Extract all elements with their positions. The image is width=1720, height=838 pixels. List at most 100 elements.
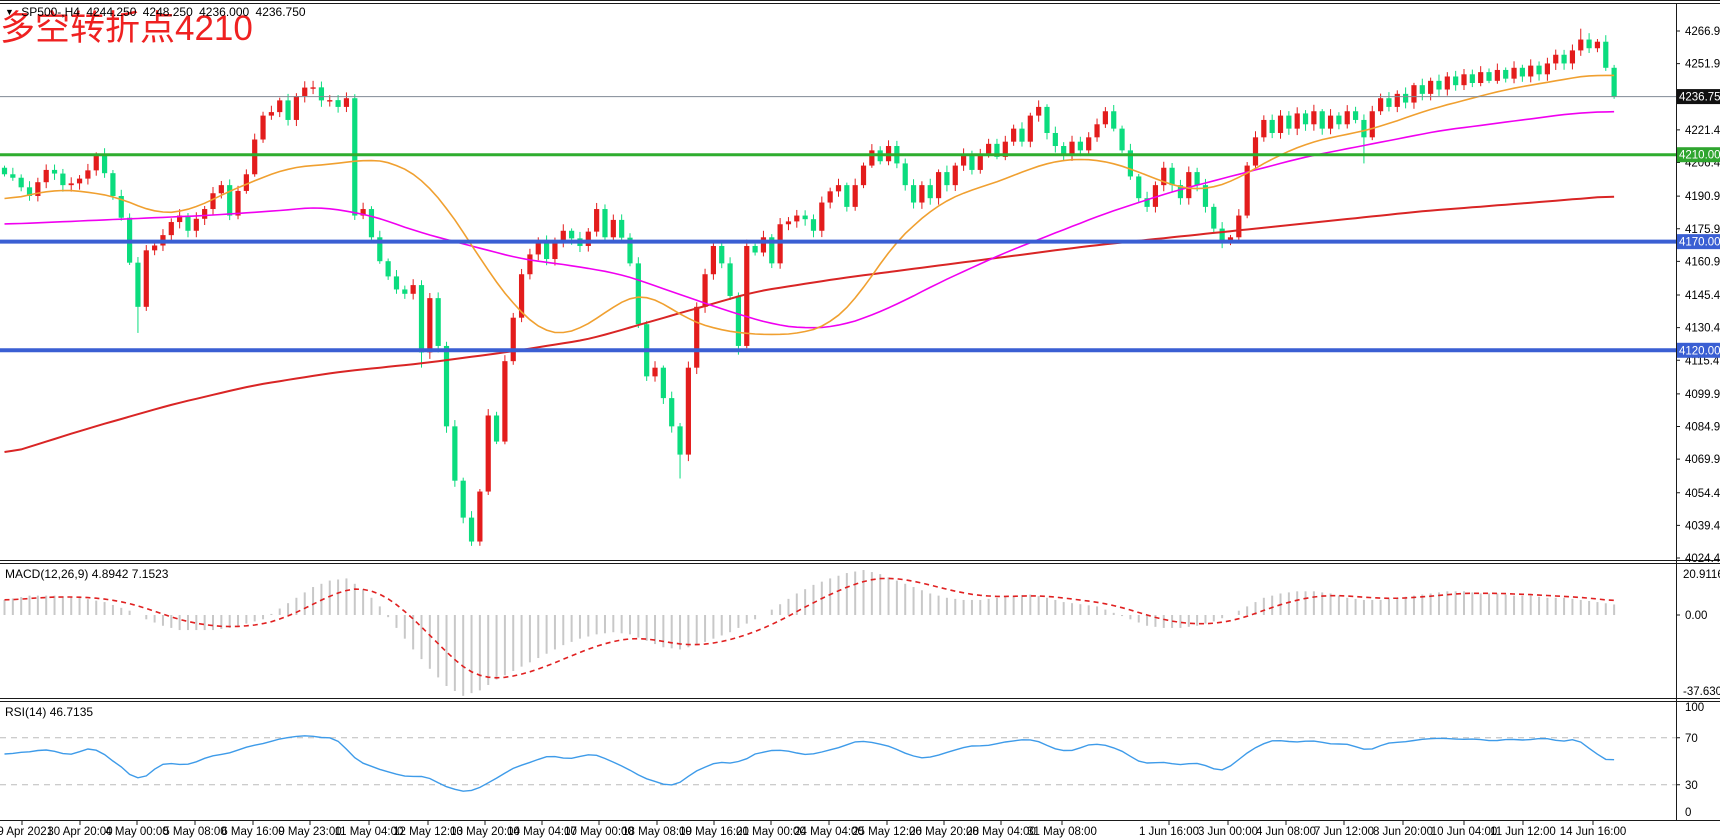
rsi-panel <box>0 735 1676 792</box>
candle <box>68 177 74 192</box>
time-label[interactable]: 14 Jun 16:00 <box>1560 826 1627 838</box>
rsi-indicator-label: RSI(14) 46.7135 <box>5 705 93 719</box>
candle <box>1144 191 1150 212</box>
candle <box>1603 35 1609 71</box>
candle <box>143 245 149 311</box>
horizontal-level-lines[interactable] <box>0 96 1676 353</box>
candle <box>827 187 833 209</box>
candle <box>694 302 700 375</box>
candle <box>1453 70 1459 91</box>
candle <box>1169 162 1175 192</box>
time-label[interactable]: 30 Apr 20:00 <box>47 826 112 838</box>
rsi-value: 46.7135 <box>49 705 94 719</box>
time-label[interactable]: 19 May 16:00 <box>679 826 749 838</box>
price-badge-4120.000: 4120.000 <box>1677 342 1720 358</box>
rsi-axis-70: 70 <box>1685 733 1698 745</box>
candle <box>377 230 383 264</box>
candle <box>385 258 391 280</box>
time-label[interactable]: 17 May 00:00 <box>564 826 634 838</box>
time-label[interactable]: 26 May 20:00 <box>909 826 979 838</box>
time-label[interactable]: 4 May 00:00 <box>105 826 168 838</box>
candle <box>1403 87 1409 109</box>
svg-text:4120.000: 4120.000 <box>1679 345 1720 357</box>
price-tick-label: 4190.945 <box>1685 191 1720 203</box>
candle <box>802 210 808 226</box>
time-label[interactable]: 31 May 08:00 <box>1027 826 1097 838</box>
macd-panel <box>3 570 1616 696</box>
time-label[interactable]: 9 May 23:00 <box>278 826 341 838</box>
macd-signal-line <box>4 577 1615 679</box>
candle <box>885 140 892 166</box>
candle <box>1252 131 1259 170</box>
quote-open: 4244.250 <box>86 5 137 19</box>
candle <box>1369 105 1375 141</box>
rsi-name: RSI(14) <box>5 705 47 719</box>
symbol-period-label: SP500-,H4 <box>21 5 80 19</box>
time-label[interactable]: 5 May 08:00 <box>163 826 226 838</box>
candle <box>977 148 983 174</box>
time-label[interactable]: 12 May 12:00 <box>393 826 463 838</box>
candle <box>1336 112 1342 130</box>
candle <box>1111 104 1117 132</box>
candle <box>177 209 183 229</box>
time-label[interactable]: 14 May 04:00 <box>507 826 577 838</box>
candle <box>1219 222 1225 249</box>
candle <box>1319 109 1325 135</box>
time-label[interactable]: 11 Jun 12:00 <box>1490 826 1556 838</box>
candle <box>1569 44 1576 70</box>
candle <box>1461 69 1467 91</box>
candle <box>785 217 792 231</box>
candle <box>660 365 666 404</box>
price-tick-label: 4160.915 <box>1685 256 1720 268</box>
candle <box>1002 135 1008 161</box>
candle <box>1244 162 1250 219</box>
time-label[interactable]: 8 Jun 20:00 <box>1373 826 1433 838</box>
candle <box>243 169 249 194</box>
candle <box>527 248 533 280</box>
candle <box>1011 124 1017 146</box>
candle <box>952 162 958 191</box>
candle <box>1186 166 1192 205</box>
chart-annotation-text[interactable]: 多空转折点4210 <box>0 9 253 48</box>
time-label[interactable]: 4 Jun 08:00 <box>1256 826 1316 838</box>
candle <box>60 168 66 192</box>
time-label[interactable]: 24 May 04:00 <box>794 826 864 838</box>
candle <box>1311 104 1317 131</box>
candle <box>1494 63 1500 84</box>
time-label[interactable]: 7 Jun 12:00 <box>1314 826 1374 838</box>
time-label[interactable]: 29 Apr 2021 <box>0 826 53 838</box>
time-label[interactable]: 13 May 20:00 <box>450 826 520 838</box>
time-label[interactable]: 1 Jun 16:00 <box>1139 826 1199 838</box>
time-label[interactable]: 10 Jun 04:00 <box>1431 826 1498 838</box>
candle <box>1277 110 1284 139</box>
candle <box>418 280 425 368</box>
candle <box>1394 90 1400 113</box>
time-label[interactable]: 25 May 12:00 <box>852 826 922 838</box>
time-label[interactable]: 6 May 16:00 <box>221 826 284 838</box>
candle <box>1069 135 1075 161</box>
macd-axis-min: -37.6302 <box>1683 686 1720 698</box>
price-tick-label: 4115.415 <box>1685 355 1720 367</box>
time-label[interactable]: 18 May 08:00 <box>622 826 692 838</box>
price-badge-4170.000: 4170.000 <box>1677 234 1720 250</box>
candle <box>627 233 633 267</box>
candle <box>318 81 325 107</box>
rsi-axis-30: 30 <box>1685 780 1698 792</box>
time-label[interactable]: 21 May 00:00 <box>736 826 806 838</box>
collapse-arrow-icon[interactable]: ▼ <box>5 7 14 17</box>
time-label[interactable]: 11 May 04:00 <box>335 826 404 838</box>
candle <box>1027 112 1033 148</box>
candle <box>1436 74 1442 96</box>
candle <box>268 105 274 120</box>
candle <box>1052 126 1058 153</box>
time-label[interactable]: 3 Jun 00:00 <box>1198 826 1258 838</box>
candle <box>1536 61 1542 81</box>
time-label[interactable]: 28 May 04:00 <box>966 826 1036 838</box>
candle <box>560 224 566 248</box>
price-tick-label: 4084.930 <box>1685 422 1720 434</box>
candle <box>1019 122 1025 147</box>
price-tick-label: 4175.930 <box>1685 224 1720 236</box>
candle <box>76 175 83 190</box>
candle <box>210 186 216 215</box>
